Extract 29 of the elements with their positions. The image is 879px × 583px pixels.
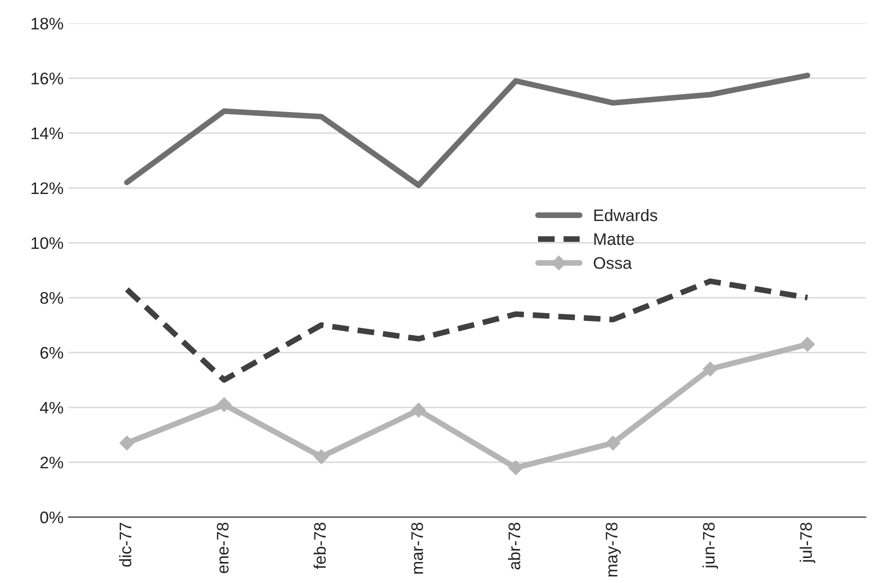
y-tick-label: 2% — [40, 456, 64, 468]
point — [702, 362, 718, 376]
y-tick-label: 4% — [40, 402, 64, 414]
x-tick-label: may-78 — [606, 522, 621, 576]
point — [216, 397, 232, 412]
point — [800, 336, 815, 352]
legend-label: Edwards — [594, 208, 658, 222]
point — [508, 460, 524, 476]
y-tick-label: 10% — [32, 237, 64, 249]
point — [120, 436, 134, 450]
point — [606, 436, 620, 450]
legend-label: Matte — [594, 233, 634, 246]
x-tick-label: jul-78 — [800, 522, 816, 564]
y-tick-label: 0% — [40, 512, 64, 524]
y-tick-label: 12% — [32, 182, 64, 194]
x-tick-label: mar-78 — [411, 522, 424, 574]
y-tick-label: 14% — [32, 128, 64, 140]
x-tick-label: ene-78 — [216, 522, 229, 574]
point — [314, 449, 329, 464]
y-tick-label: 6% — [40, 346, 64, 359]
y-tick-label: 8% — [40, 292, 64, 304]
point — [411, 402, 426, 418]
x-tick-label: abr-78 — [508, 522, 520, 570]
x-tick-label: dic-77 — [119, 522, 132, 567]
x-tick-label: jun-78 — [702, 522, 718, 569]
legend-label: Ossa — [594, 257, 632, 269]
y-tick-label: 16% — [32, 72, 64, 84]
x-tick-label: feb-78 — [314, 522, 326, 569]
y-tick-label: 18% — [32, 18, 64, 30]
